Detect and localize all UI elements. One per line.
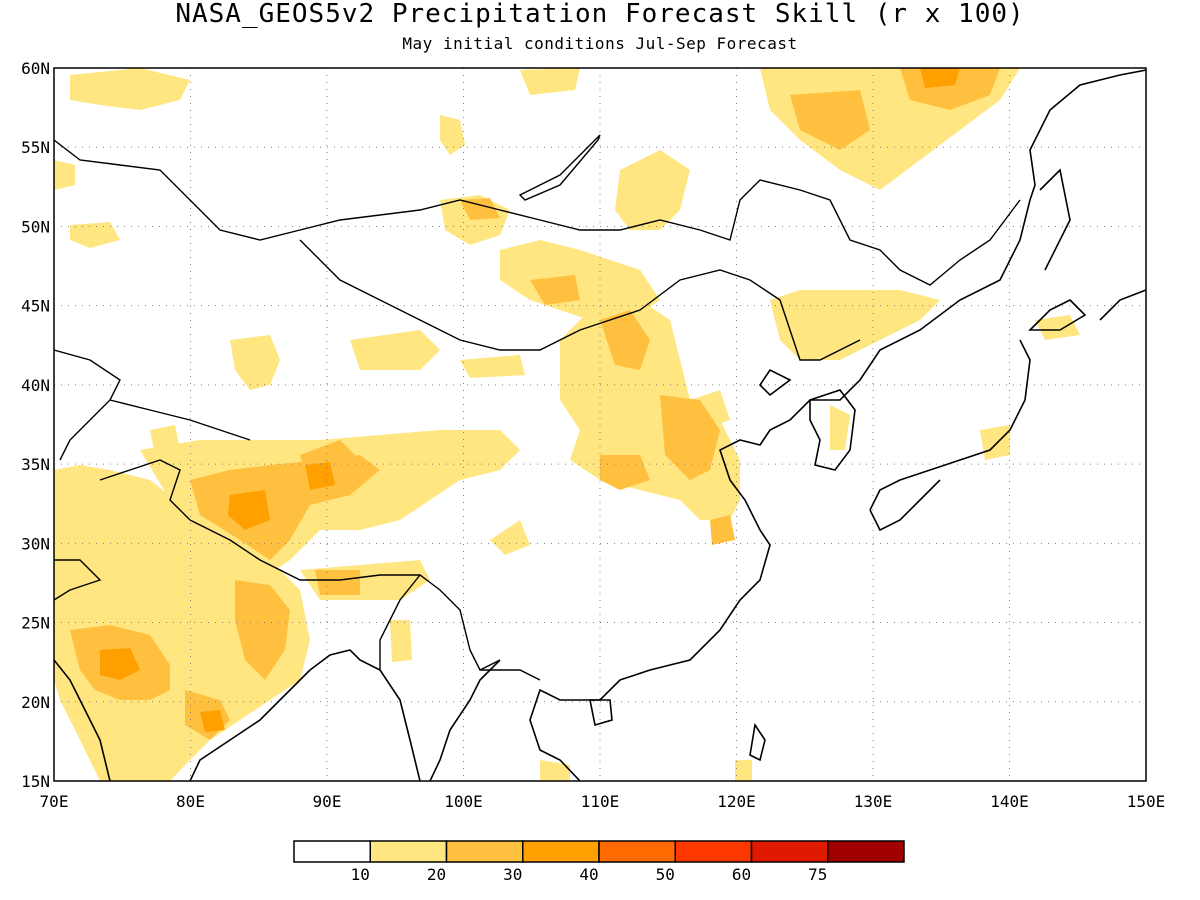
colorbar-label: 30 (503, 865, 522, 884)
lon-tick-labels: 70E 80E 90E 100E 110E 120E 130E 140E 150E (40, 792, 1166, 811)
lat-tick-label: 55N (21, 138, 50, 157)
page-title: NASA_GEOS5v2 Precipitation Forecast Skil… (175, 0, 1025, 29)
colorbar-label: 50 (656, 865, 675, 884)
colorbar-label: 75 (808, 865, 827, 884)
lat-tick-labels: 15N 20N 25N 30N 35N 40N 45N 50N 55N 60N (21, 59, 50, 791)
lon-tick-label: 90E (313, 792, 342, 811)
lon-tick-label: 100E (444, 792, 483, 811)
lake-baikal (518, 134, 601, 201)
colorbar-swatch (674, 840, 753, 863)
lat-tick-label: 50N (21, 217, 50, 236)
page-subtitle: May initial conditions Jul-Sep Forecast (402, 34, 798, 53)
colorbar-label: 10 (351, 865, 370, 884)
lat-tick-label: 25N (21, 614, 50, 633)
lon-tick-label: 120E (717, 792, 756, 811)
colorbar-swatch (827, 840, 905, 863)
lat-tick-label: 15N (21, 772, 50, 791)
skill-shading (54, 68, 1080, 781)
colorbar-swatch (293, 840, 371, 863)
lat-tick-label: 45N (21, 297, 50, 316)
colorbar-swatch (750, 840, 829, 863)
colorbar-label: 20 (427, 865, 446, 884)
lat-tick-label: 30N (21, 534, 50, 553)
lon-tick-label: 150E (1127, 792, 1166, 811)
lon-tick-label: 130E (854, 792, 893, 811)
colorbar-swatch (598, 840, 676, 863)
lon-tick-label: 70E (40, 792, 69, 811)
lon-tick-label: 140E (990, 792, 1029, 811)
lat-tick-label: 60N (21, 59, 50, 78)
borders (54, 139, 1021, 681)
lon-tick-label: 110E (581, 792, 620, 811)
coastlines (54, 69, 1146, 781)
colorbar-swatch (369, 840, 448, 863)
colorbar-swatch (445, 840, 524, 863)
lat-tick-label: 20N (21, 693, 50, 712)
map-gridlines (54, 68, 1146, 781)
colorbar-swatch (522, 840, 600, 863)
lat-tick-label: 40N (21, 376, 50, 395)
colorbar-label: 40 (579, 865, 598, 884)
lon-tick-label: 80E (176, 792, 205, 811)
colorbar-label: 60 (732, 865, 751, 884)
map-frame (53, 67, 1147, 782)
colorbar: 10 20 30 40 50 60 75 (293, 840, 905, 884)
lat-tick-label: 35N (21, 455, 50, 474)
